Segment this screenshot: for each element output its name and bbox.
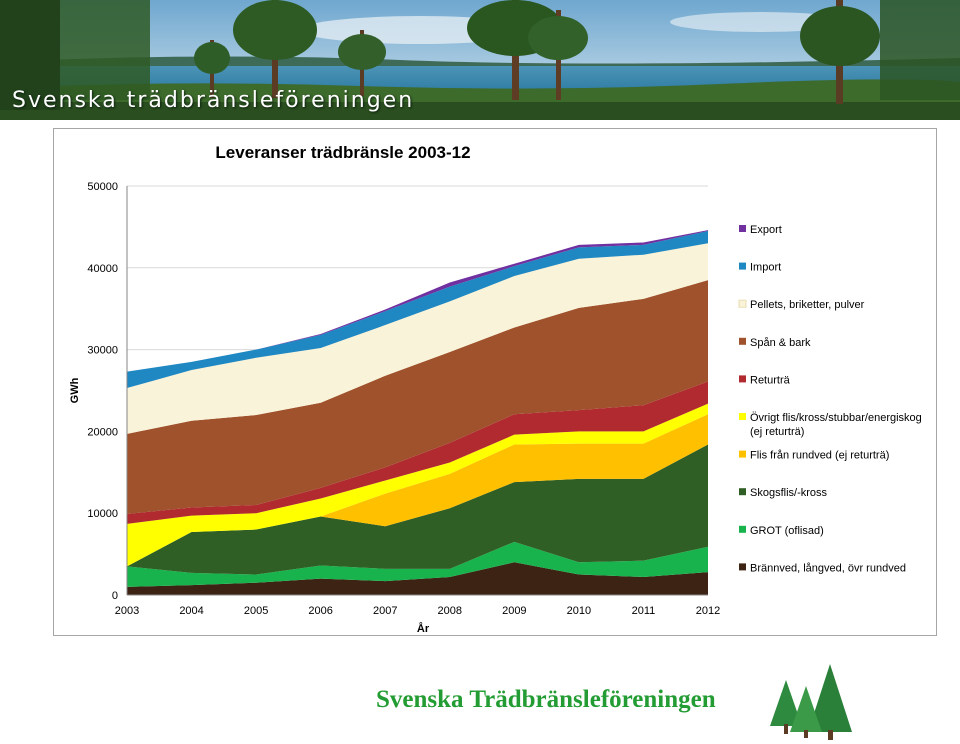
legend-label: Spån & bark — [750, 337, 811, 349]
y-tick-label: 10000 — [87, 508, 118, 520]
legend-label: GROT (oflisad) — [750, 525, 824, 537]
header-banner: Svenska trädbränsleföreningen — [0, 0, 960, 120]
x-tick-label: 2006 — [308, 605, 332, 617]
legend-swatch — [739, 450, 746, 458]
legend-swatch — [739, 488, 746, 496]
x-tick-label: 2008 — [438, 605, 462, 617]
stacked-area-chart: Leveranser trädbränsle 2003-12 0 10000 200… — [69, 143, 922, 635]
legend-label: Import — [750, 262, 781, 274]
y-tick-label: 30000 — [87, 345, 118, 357]
x-tick-label: 2011 — [632, 605, 656, 617]
y-tick-labels: 0 10000 20000 30000 40000 50000 — [87, 181, 118, 602]
x-tick-labels: 2003 2004 2005 2006 2007 2008 2009 2010 2011 2012 — [115, 605, 720, 617]
area-series-8 — [127, 230, 708, 389]
y-tick-label: 40000 — [87, 263, 118, 275]
x-tick-label: 2004 — [179, 605, 203, 617]
legend-label: Brännved, långved, övr rundved — [750, 562, 906, 574]
legend-label: Övrigt flis/kross/stubbar/energiskog — [750, 412, 922, 424]
legend-swatch — [739, 337, 746, 345]
area-series-7 — [127, 243, 708, 434]
legend-label: (ej returträ) — [750, 426, 804, 438]
area-series-1 — [127, 541, 708, 587]
legend-label: Pellets, briketter, pulver — [750, 299, 865, 311]
legend-swatch — [739, 375, 746, 383]
legend-swatch — [739, 563, 746, 571]
x-tick-label: 2003 — [115, 605, 139, 617]
x-tick-label: 2010 — [567, 605, 591, 617]
area-series-2 — [127, 444, 708, 575]
footer-title: Svenska Trädbränsleföreningen — [376, 686, 716, 713]
x-axis-label: År — [417, 622, 430, 635]
area-series-4 — [127, 403, 708, 567]
y-axis-label: GWh — [69, 377, 81, 403]
legend-swatch — [738, 299, 747, 308]
forest-lake-image — [0, 0, 960, 120]
pine-trees-icon — [770, 664, 852, 740]
y-tick-label: 0 — [112, 590, 118, 602]
area-series-3 — [127, 414, 708, 567]
area-series-6 — [127, 280, 708, 515]
x-tick-label: 2009 — [502, 605, 526, 617]
legend-label: Export — [750, 224, 782, 236]
legend-label: Skogsflis/-kross — [750, 487, 828, 499]
x-tick-label: 2007 — [373, 605, 397, 617]
y-tick-label: 20000 — [87, 426, 118, 438]
legend-label: Returträ — [750, 374, 791, 386]
area-series — [127, 230, 708, 595]
legend-label: Flis från rundved (ej returträ) — [750, 450, 889, 462]
legend-swatch — [739, 525, 746, 533]
x-tick-label: 2005 — [244, 605, 268, 617]
chart-title: Leveranser trädbränsle 2003-12 — [215, 143, 470, 162]
legend-swatch — [739, 413, 746, 420]
banner-title: Svenska trädbränsleföreningen — [12, 88, 415, 113]
legend-swatch — [739, 262, 746, 270]
area-series-0 — [127, 562, 708, 595]
legend: Export Import Pellets, briketter, pulver Sp… — [738, 224, 922, 574]
legend-swatch — [739, 225, 746, 232]
y-tick-label: 50000 — [87, 181, 118, 193]
area-series-5 — [127, 381, 708, 524]
axes — [126, 186, 708, 596]
x-tick-label: 2012 — [696, 605, 720, 617]
